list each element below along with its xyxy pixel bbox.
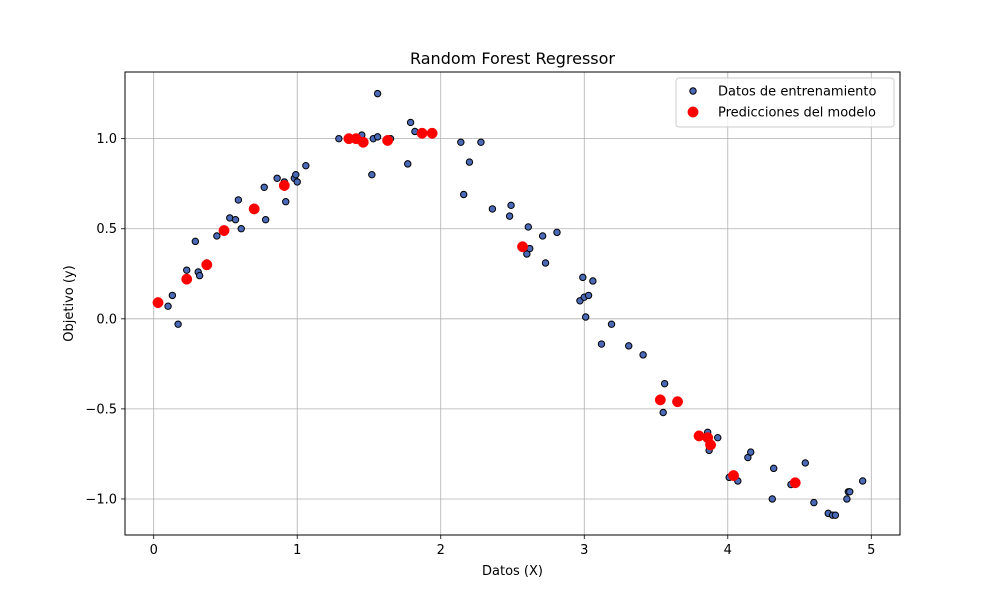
training-point <box>260 183 268 191</box>
y-tick-label: −1.0 <box>85 492 117 507</box>
training-point <box>505 212 514 220</box>
prediction-point <box>654 394 666 406</box>
training-point <box>406 118 415 127</box>
ticks-layer: 0 1 2 3 4 5 −1.0 −0.5 0.0 0.5 1.0 <box>85 132 875 558</box>
training-point <box>477 138 485 146</box>
training-point <box>831 511 840 519</box>
training-point <box>195 271 204 280</box>
training-point <box>843 495 851 503</box>
prediction-point <box>728 470 739 481</box>
training-point <box>465 158 474 166</box>
prediction-point <box>201 259 213 271</box>
training-point <box>335 134 343 143</box>
prediction-point <box>426 127 438 139</box>
training-point <box>625 342 633 350</box>
training-point <box>261 216 270 224</box>
training-point <box>584 291 593 300</box>
training-point <box>231 216 240 224</box>
training-point <box>770 464 778 473</box>
x-tick-label: 3 <box>580 543 588 558</box>
legend: Datos de entrenamiento Predicciones del … <box>675 77 895 128</box>
prediction-point <box>789 477 801 489</box>
training-point <box>168 291 177 300</box>
training-point <box>846 488 854 496</box>
training-point <box>234 196 243 204</box>
prediction-point <box>517 241 528 253</box>
training-point <box>589 277 597 285</box>
prediction-point <box>248 203 260 215</box>
training-point <box>213 232 221 240</box>
training-point <box>293 178 301 186</box>
training-point <box>553 228 561 237</box>
training-point <box>373 133 382 141</box>
training-point <box>457 138 465 146</box>
training-point <box>302 161 310 170</box>
training-point <box>292 170 300 179</box>
training-point <box>541 259 550 267</box>
x-tick-label: 0 <box>150 543 158 558</box>
training-point <box>747 448 755 456</box>
training-point <box>507 201 515 210</box>
prediction-point <box>278 180 290 191</box>
prediction-point <box>672 396 683 408</box>
y-tick-label: 1.0 <box>96 132 117 147</box>
legend-label-predictions: Predicciones del modelo <box>718 106 876 121</box>
prediction-points-layer <box>152 127 801 489</box>
training-point <box>488 205 497 213</box>
legend-label-training: Datos de entrenamiento <box>718 85 877 100</box>
training-point <box>373 89 382 98</box>
training-point <box>810 498 818 507</box>
training-point <box>659 408 667 417</box>
training-point <box>164 302 172 310</box>
training-point <box>237 225 245 233</box>
training-point <box>714 434 722 442</box>
training-point <box>597 340 606 348</box>
x-tick-label: 1 <box>293 543 301 558</box>
training-point <box>579 273 587 282</box>
y-tick-label: 0.5 <box>96 222 117 237</box>
training-point <box>282 198 290 206</box>
training-point <box>183 266 191 274</box>
x-axis-label: Datos (X) <box>482 564 543 579</box>
training-point <box>801 459 809 467</box>
training-point <box>538 232 547 240</box>
training-point <box>524 223 532 231</box>
prediction-point <box>218 225 230 236</box>
training-point <box>460 190 468 199</box>
y-tick-label: 0.0 <box>96 312 117 327</box>
x-tick-label: 2 <box>437 543 445 558</box>
prediction-point <box>705 439 717 451</box>
legend-box <box>675 77 895 128</box>
training-point <box>191 237 200 246</box>
y-tick-label: −0.5 <box>85 402 117 417</box>
training-point <box>404 160 412 168</box>
x-tick-label: 4 <box>724 543 732 558</box>
prediction-point <box>152 297 164 309</box>
training-point <box>768 495 776 503</box>
training-point <box>639 351 647 359</box>
training-point <box>174 320 182 328</box>
legend-marker-training <box>689 87 697 95</box>
training-point <box>660 379 669 388</box>
prediction-point <box>357 136 369 148</box>
legend-marker-predictions <box>687 106 699 118</box>
training-point <box>273 174 281 182</box>
plot-frame <box>124 71 901 536</box>
training-point <box>858 477 867 485</box>
training-point <box>368 170 376 179</box>
chart-title: Random Forest Regressor <box>410 49 615 68</box>
training-point <box>607 320 616 328</box>
prediction-point <box>416 127 428 139</box>
prediction-point <box>181 273 193 285</box>
prediction-point <box>382 135 394 146</box>
y-axis-label: Objetivo (y) <box>62 265 77 341</box>
x-tick-label: 5 <box>867 543 875 558</box>
training-point <box>581 313 590 321</box>
